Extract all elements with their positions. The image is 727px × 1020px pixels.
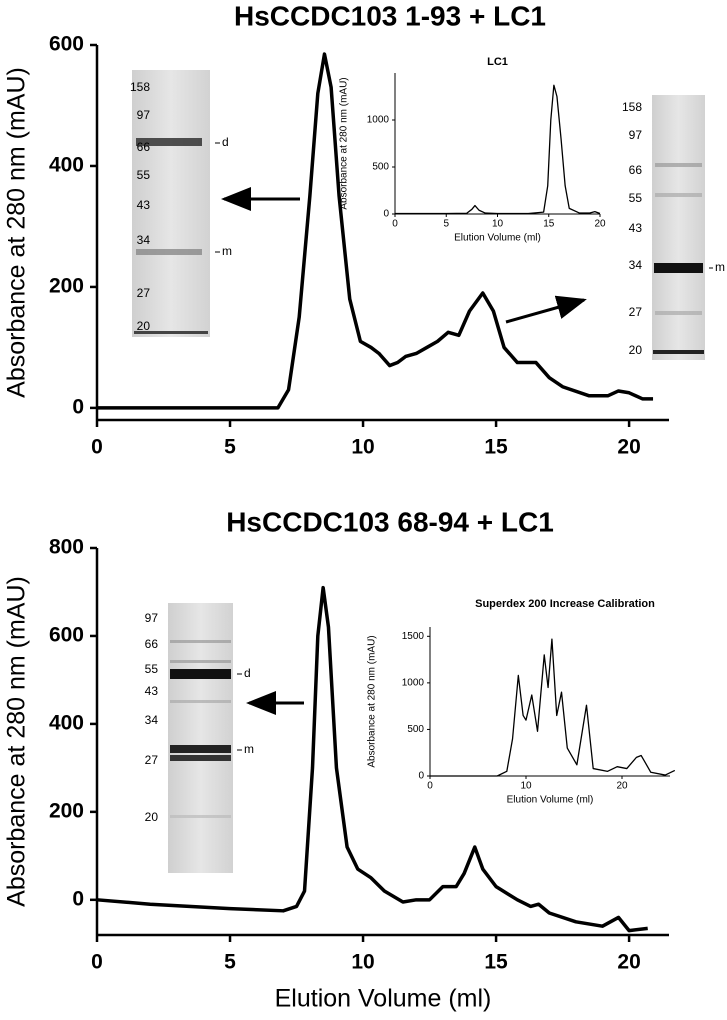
gel-marker: 66: [137, 140, 151, 154]
x-tick-label: 0: [91, 951, 103, 974]
x-tick-label: 15: [484, 951, 508, 974]
gel-marker: 66: [629, 163, 643, 177]
x-tick-label: 15: [543, 219, 555, 230]
y-tick-label: 0: [72, 395, 84, 418]
y-tick-label: 1000: [402, 678, 425, 689]
data-line: [430, 638, 676, 777]
gel-band-label: m: [244, 742, 254, 756]
x-tick-label: 0: [91, 436, 103, 459]
x-axis-label: Elution Volume (ml): [275, 985, 492, 1013]
x-tick-label: 5: [443, 219, 449, 230]
gel: [132, 70, 220, 337]
gel-marker: 158: [130, 80, 150, 94]
gel-marker: 34: [137, 233, 151, 247]
x-tick-label: 10: [492, 219, 504, 230]
x-tick-label: 0: [427, 781, 433, 792]
gel-band-label: d: [222, 135, 229, 149]
chart-title: Superdex 200 Increase Calibration: [475, 598, 655, 610]
y-tick-label: 800: [49, 536, 84, 559]
data-line: [395, 84, 601, 215]
gel: [168, 603, 242, 873]
gel-marker: 97: [145, 611, 159, 625]
x-tick-label: 20: [617, 436, 640, 459]
y-tick-label: 500: [407, 724, 424, 735]
x-tick-label: 20: [616, 781, 628, 792]
y-tick-label: 400: [49, 711, 84, 734]
gel-marker: 27: [137, 286, 151, 300]
chart-title: HsCCDC103 1-93 + LC1: [234, 0, 546, 31]
chart-title: HsCCDC103 68-94 + LC1: [226, 506, 554, 537]
x-tick-label: 20: [594, 219, 606, 230]
data-line: [96, 585, 648, 933]
y-tick-label: 1500: [402, 631, 425, 642]
gel-marker: 20: [137, 319, 151, 333]
gel-marker: 20: [145, 810, 159, 824]
x-axis-label: Elution Volume (ml): [507, 795, 594, 806]
y-tick-label: 0: [72, 887, 84, 910]
gel-marker: 20: [629, 343, 643, 357]
x-tick-label: 5: [224, 951, 236, 974]
gel-marker: 55: [629, 191, 643, 205]
arrow: [505, 295, 587, 324]
gel-marker: 43: [137, 198, 151, 212]
gel-marker: 55: [145, 662, 159, 676]
gel-marker: 97: [137, 108, 151, 122]
x-tick-label: 10: [351, 436, 374, 459]
x-tick-label: 10: [520, 781, 532, 792]
gel-marker: 43: [145, 684, 159, 698]
x-tick-label: 5: [224, 436, 236, 459]
y-tick-label: 500: [372, 162, 389, 173]
chart-title: LC1: [487, 56, 508, 68]
y-axis-label: Absorbance at 280 nm (mAU): [3, 576, 31, 907]
gel-band-label: m: [222, 244, 232, 258]
y-tick-label: 400: [49, 154, 84, 177]
x-axis-label: Elution Volume (ml): [454, 233, 541, 244]
gel-marker: 97: [629, 128, 643, 142]
gel: [652, 95, 713, 360]
x-tick-label: 15: [484, 436, 508, 459]
gel-marker: 158: [622, 100, 642, 114]
y-tick-label: 0: [418, 771, 424, 782]
y-axis-label: Absorbance at 280 nm (mAU): [339, 77, 350, 209]
gel-marker: 34: [629, 258, 643, 272]
data-line: [97, 52, 654, 410]
gel-marker: 27: [629, 305, 643, 319]
y-tick-label: 1000: [367, 115, 390, 126]
x-tick-label: 0: [392, 219, 398, 230]
y-tick-label: 600: [49, 33, 84, 56]
gel-marker: 34: [145, 713, 159, 727]
y-axis-label: Absorbance at 280 nm (mAU): [3, 67, 31, 398]
gel-marker: 55: [137, 168, 151, 182]
x-tick-label: 20: [617, 951, 640, 974]
y-axis-label: Absorbance at 280 nm (mAU): [367, 635, 378, 767]
y-tick-label: 200: [49, 274, 84, 297]
gel-band-label: m: [715, 260, 725, 274]
y-tick-label: 600: [49, 624, 84, 647]
gel-marker: 66: [145, 637, 159, 651]
y-tick-label: 0: [383, 209, 389, 220]
gel-band-label: d: [244, 666, 251, 680]
gel-marker: 43: [629, 221, 643, 235]
x-tick-label: 10: [351, 951, 374, 974]
gel-marker: 27: [145, 753, 159, 767]
y-tick-label: 200: [49, 799, 84, 822]
